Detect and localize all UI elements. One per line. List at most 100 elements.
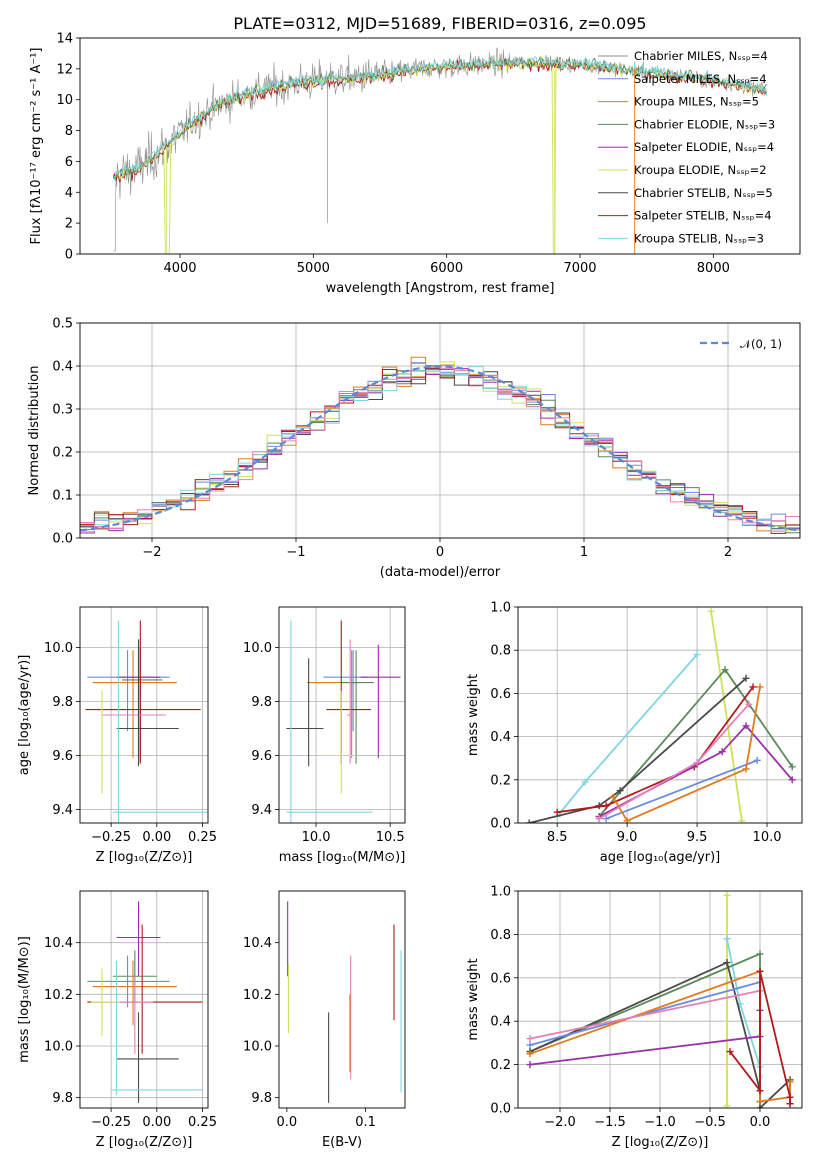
y-tick-label: 2 [65, 217, 73, 232]
mass-weight-marker [718, 748, 726, 756]
plot-area [286, 620, 401, 823]
mass-weight-marker [525, 819, 533, 823]
chart-mass_vs_ebv: 0.0 0.1 9.8 10.0 10.2 10.4 E(B-V) [243, 890, 406, 1150]
mass-weight-marker [788, 776, 796, 784]
y-tick-label: 0.2 [490, 1058, 511, 1073]
y-axis-label: Normed distribution [27, 366, 42, 496]
mass-weight-marker [623, 817, 631, 823]
mass-weight-marker [602, 815, 610, 823]
x-axis-label: wavelength [Angstrom, rest frame] [326, 281, 555, 296]
mass-weight-marker [609, 793, 617, 801]
mass-weight-marker [693, 759, 701, 767]
legend-entry: Kroupa STELIB, Nₛₛₚ=3 [634, 231, 764, 245]
mass-weight-marker [581, 778, 589, 786]
legend-entry: Salpeter ELODIE, Nₛₛₚ=4 [634, 140, 774, 154]
mass-weight-marker [616, 787, 624, 795]
x-tick-label: 6000 [430, 261, 463, 276]
mass-weight-marker [693, 651, 701, 659]
x-tick-label: 0.00 [142, 1115, 171, 1130]
spectrum-model-line [112, 56, 768, 181]
y-tick-label: 0.0 [490, 817, 511, 832]
mass-weight-marker [553, 808, 561, 816]
mass-weight-marker [756, 1087, 764, 1095]
y-tick-label: 10.0 [243, 1040, 272, 1055]
x-tick-label: 5000 [297, 261, 330, 276]
axes-frame [79, 322, 801, 539]
mass-weight-marker [602, 802, 610, 810]
y-axis-label: Flux [fλ10⁻¹⁷ erg cm⁻² s⁻¹ A⁻¹] [29, 48, 44, 245]
x-tick-label: 1 [580, 545, 588, 560]
y-tick-label: 10.0 [44, 641, 73, 656]
y-tick-label: 10.2 [243, 988, 272, 1003]
legend-entry: Salpeter MILES, Nₛₛₚ=4 [634, 72, 767, 86]
histogram-step [80, 368, 800, 535]
mass-weight-line [729, 971, 791, 1104]
chart-mw_vs_age: 8.5 9.0 9.5 10.0 0.0 0.2 0.4 0.6 0.8 1.0 age [log₁… [466, 601, 803, 865]
y-tick-label: 0.5 [52, 317, 73, 332]
y-tick-label: 9.8 [52, 1091, 73, 1106]
axes-frame [278, 606, 406, 824]
y-tick-label: 0.0 [490, 1102, 511, 1117]
plot-area [83, 620, 208, 823]
y-tick-label: 9.6 [251, 749, 272, 764]
y-tick-label: 9.6 [52, 749, 73, 764]
mass-weight-marker [756, 1097, 764, 1105]
mass-weight-line [529, 952, 761, 1102]
y-tick-label: 8 [65, 124, 73, 139]
mass-weight-marker [756, 967, 764, 975]
mass-weight-marker [738, 817, 746, 823]
mass-weight-marker [723, 959, 731, 967]
y-tick-label: 0.1 [52, 489, 73, 504]
y-tick-label: 0.3 [52, 403, 73, 418]
y-tick-label: 10.4 [243, 936, 272, 951]
mass-weight-marker [723, 891, 731, 899]
legend-entry: Chabrier ELODIE, Nₛₛₚ=3 [634, 117, 775, 131]
mass-weight-marker [786, 1078, 794, 1086]
x-tick-label: 0.25 [188, 1115, 217, 1130]
x-tick-label: −0.25 [91, 830, 131, 845]
mass-weight-marker [721, 666, 729, 674]
histogram-step [80, 363, 800, 529]
y-tick-label: 0.2 [52, 446, 73, 461]
x-tick-label: 7000 [563, 261, 596, 276]
mass-weight-marker [526, 1050, 534, 1058]
legend-entry: Kroupa MILES, Nₛₛₚ=5 [634, 95, 759, 109]
x-tick-label: 2 [724, 545, 732, 560]
plot-area [80, 356, 800, 535]
y-tick-label: 1.0 [490, 885, 511, 900]
y-axis-label: mass weight [466, 958, 481, 1040]
y-axis-label: mass weight [466, 674, 481, 756]
mass-weight-marker [723, 1102, 731, 1108]
legend-entry: 𝒩(0, 1) [740, 337, 782, 351]
mass-weight-marker [786, 1093, 794, 1101]
y-tick-label: 9.8 [251, 695, 272, 710]
chart-age_vs_mass: 10.0 10.5 9.4 9.6 9.8 10.0 mass [log₁₀(M/M⊙)] [243, 606, 406, 865]
mass-weight-marker [526, 1061, 534, 1069]
x-tick-label: 8000 [697, 261, 730, 276]
y-tick-label: 0.6 [490, 971, 511, 986]
y-tick-label: 0 [65, 248, 73, 263]
mass-weight-marker [742, 722, 750, 730]
x-tick-label: −1.0 [644, 1115, 676, 1130]
x-axis-label: age [log₁₀(age/yr)] [600, 850, 721, 865]
legend: 𝒩(0, 1) [700, 337, 782, 351]
y-tick-label: 1.0 [490, 601, 511, 616]
x-tick-label: 0.00 [142, 830, 171, 845]
y-axis-label: age [log₁₀(age/yr)] [17, 655, 32, 776]
y-tick-label: 0.0 [52, 532, 73, 547]
legend-entry: Chabrier STELIB, Nₛₛₚ=5 [634, 186, 773, 200]
axes-frame [517, 606, 803, 824]
y-tick-label: 10.2 [44, 988, 73, 1003]
plot-area [112, 47, 768, 254]
mass-weight-line [557, 686, 754, 814]
axes-frame [517, 890, 803, 1109]
mass-weight-line [612, 686, 761, 822]
axes-frame [79, 37, 801, 255]
mass-weight-marker [756, 1104, 764, 1108]
plot-area [526, 891, 794, 1108]
y-tick-label: 10.0 [243, 641, 272, 656]
mass-weight-marker [756, 683, 764, 691]
x-tick-label: 4000 [163, 261, 196, 276]
y-tick-label: 9.4 [52, 803, 73, 818]
